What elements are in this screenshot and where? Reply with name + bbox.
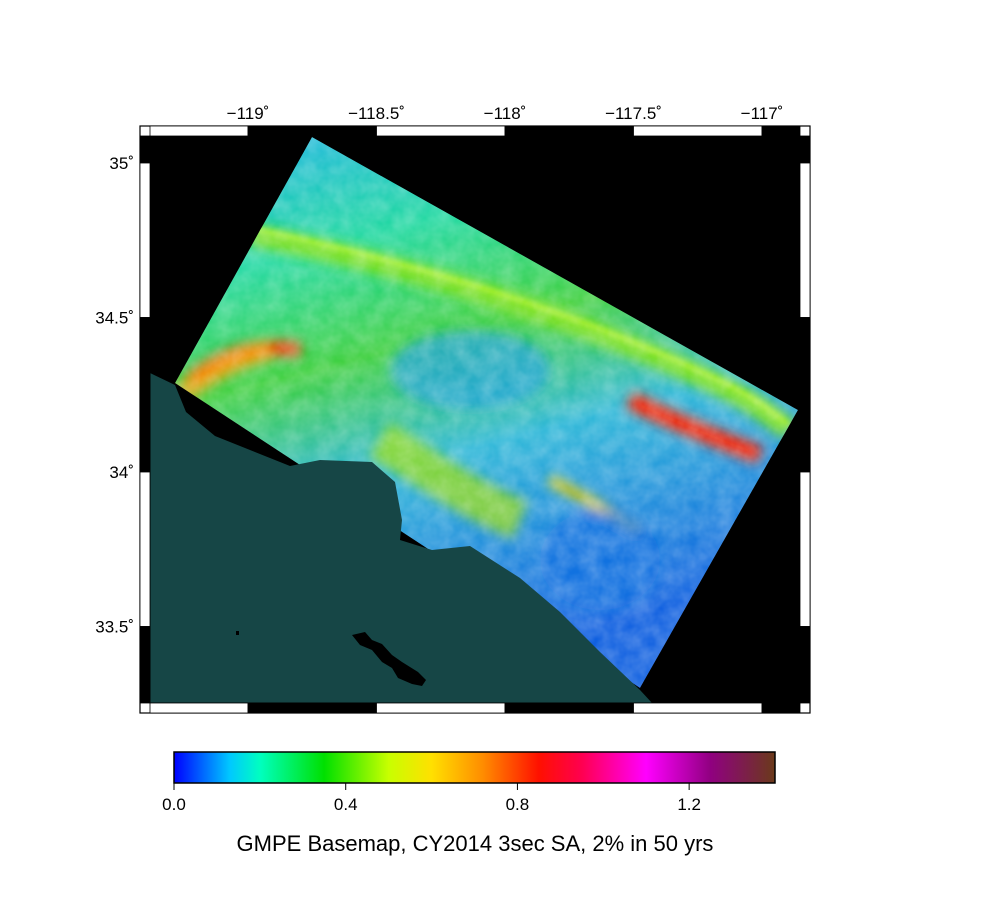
frame-segment [799,135,811,164]
frame-segment [376,125,506,137]
frame-segment [799,471,811,627]
latitude-tick-label: 33.5˚ [95,618,134,637]
frame-segment [633,702,763,714]
longitude-tick-label: −118˚ [484,104,527,123]
frame-segment [149,702,249,714]
colorbar-tick-label: 1.2 [677,795,701,814]
frame-segment [139,135,151,164]
colorbar-tick-label: 0.0 [162,795,186,814]
frame-segment [799,626,811,704]
longitude-tick-label: −117.5˚ [605,104,662,123]
map-frame [139,125,811,714]
colorbar: 0.0 0.4 0.8 1.2 GMPE Basemap, CY2014 3sec S… [162,751,776,856]
map-panel [150,136,800,703]
longitude-tick-label: −118.5˚ [348,104,405,123]
colorbar-tick-label: 0.8 [506,795,530,814]
ocean [150,373,652,703]
frame-segment [799,317,811,473]
catalina-island [352,632,426,686]
frame-segment [761,702,801,714]
frame-segment [139,162,151,318]
latitude-labels: 35˚ 34.5˚ 34˚ 33.5˚ [95,154,134,637]
latitude-tick-label: 34˚ [109,463,134,482]
frame-segment [799,162,811,318]
frame-segment [633,125,763,137]
frame-segment [761,125,801,137]
frame-segment [504,125,634,137]
colorbar-ticks: 0.0 0.4 0.8 1.2 [162,783,701,814]
latitude-tick-label: 35˚ [109,154,134,173]
longitude-labels: −119˚ −118.5˚ −118˚ −117.5˚ −117˚ [227,104,784,123]
frame-segment [139,317,151,473]
frame-segment [247,125,377,137]
colorbar-gradient [173,751,776,784]
colorbar-title: GMPE Basemap, CY2014 3sec SA, 2% in 50 y… [237,831,714,856]
longitude-tick-label: −119˚ [227,104,270,123]
longitude-tick-label: −117˚ [741,104,784,123]
frame-segment [504,702,634,714]
frame-segment [247,702,377,714]
colorbar-tick-label: 0.4 [334,795,358,814]
frame-segment [376,702,506,714]
small-island [236,631,239,635]
frame-segment [139,471,151,627]
latitude-tick-label: 34.5˚ [95,309,134,328]
frame-segment [139,626,151,704]
frame-segment [149,125,249,137]
